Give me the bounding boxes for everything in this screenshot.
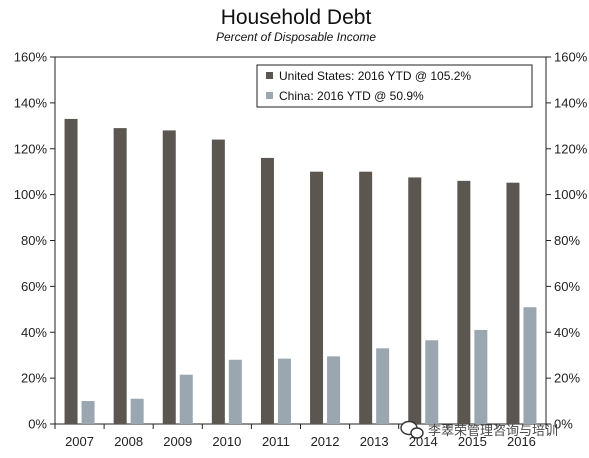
right-tick-label: 160% <box>554 50 588 65</box>
bar-series <box>64 118 537 425</box>
legend-swatch-china <box>266 92 273 99</box>
right-tick-label: 120% <box>554 141 588 156</box>
legend-box <box>256 64 533 108</box>
x-tick-label: 2015 <box>458 434 487 449</box>
right-tick-label: 80% <box>554 233 580 248</box>
right-tick-label: 100% <box>554 187 588 202</box>
wechat-icon <box>400 420 424 439</box>
bar-china-2007 <box>81 401 95 424</box>
bar-united-states-2015 <box>457 180 471 424</box>
bar-china-2014 <box>425 340 439 424</box>
legend-label-china: China: 2016 YTD @ 50.9% <box>279 89 424 103</box>
right-tick-label: 140% <box>554 95 588 110</box>
left-tick-label: 140% <box>14 95 48 110</box>
x-axis: 2007 2008 2009 2010 2011 2012 2013 2014 2015 2016 <box>54 424 547 449</box>
x-tick-label: 2012 <box>311 434 340 449</box>
legend-swatch-united-states <box>266 72 273 79</box>
bar-united-states-2014 <box>408 177 422 424</box>
left-tick-label: 60% <box>21 279 47 294</box>
right-tick-label: 60% <box>554 279 580 294</box>
bar-united-states-2011 <box>260 157 274 425</box>
chart-subtitle: Percent of Disposable Income <box>216 30 376 44</box>
watermark-text: 李翠荣管理咨询与培训 <box>428 423 558 439</box>
x-tick-label: 2009 <box>163 434 192 449</box>
bar-united-states-2012 <box>310 171 324 424</box>
bar-united-states-2008 <box>113 128 127 424</box>
bar-united-states-2007 <box>64 118 78 425</box>
legend-label-united-states: United States: 2016 YTD @ 105.2% <box>279 69 471 83</box>
x-tick-label: 2016 <box>507 434 536 449</box>
bar-china-2011 <box>277 358 291 424</box>
bar-united-states-2009 <box>162 130 176 424</box>
x-tick-label: 2011 <box>262 434 290 449</box>
legend: United States: 2016 YTD @ 105.2% China: … <box>256 64 533 108</box>
bar-china-2016 <box>523 307 537 424</box>
left-tick-label: 80% <box>21 233 47 248</box>
bar-united-states-2013 <box>359 171 373 424</box>
right-y-axis: 0% 20% 40% 60% 80% 100% 120% 140% 160% <box>546 50 588 432</box>
left-tick-label: 0% <box>28 417 47 432</box>
bar-china-2013 <box>376 348 390 424</box>
left-tick-label: 100% <box>14 187 48 202</box>
bar-china-2012 <box>327 356 341 424</box>
plot-area <box>54 56 547 425</box>
bar-china-2010 <box>228 359 242 424</box>
bar-united-states-2016 <box>506 182 520 424</box>
x-tick-label: 2007 <box>65 434 94 449</box>
left-tick-label: 120% <box>14 141 48 156</box>
bar-china-2008 <box>130 398 144 424</box>
right-tick-label: 20% <box>554 371 580 386</box>
bar-united-states-2010 <box>211 139 225 424</box>
left-y-axis: 0% 20% 40% 60% 80% 100% 120% 140% 160% <box>14 50 55 432</box>
x-tick-label: 2010 <box>212 434 241 449</box>
left-tick-label: 40% <box>21 325 47 340</box>
left-tick-label: 20% <box>21 371 47 386</box>
chart-title: Household Debt <box>221 6 372 29</box>
left-tick-label: 160% <box>14 50 48 65</box>
bar-china-2009 <box>179 374 193 424</box>
right-tick-label: 0% <box>554 417 573 432</box>
watermark: 李翠荣管理咨询与培训 <box>400 420 558 439</box>
x-tick-label: 2008 <box>114 434 143 449</box>
bar-china-2015 <box>474 329 488 424</box>
x-tick-label: 2013 <box>360 434 389 449</box>
right-tick-label: 40% <box>554 325 580 340</box>
